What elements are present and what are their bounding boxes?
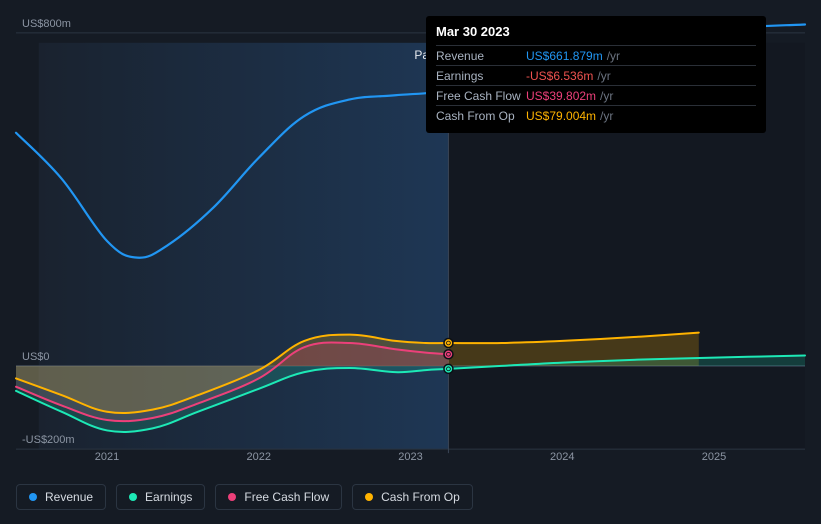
legend-swatch-icon — [29, 493, 37, 501]
tooltip-row-unit: /yr — [600, 89, 613, 103]
legend-item-label: Earnings — [145, 490, 192, 504]
x-axis-label: 2024 — [550, 451, 574, 463]
tooltip-row: RevenueUS$661.879m/yr — [436, 45, 756, 65]
legend-item-cash_from_op[interactable]: Cash From Op — [352, 484, 473, 510]
series-marker-free_cash_flow — [444, 350, 453, 359]
legend-item-earnings[interactable]: Earnings — [116, 484, 205, 510]
tooltip-row-label: Cash From Op — [436, 109, 526, 123]
tooltip-row-value: US$661.879m — [526, 49, 603, 63]
legend-item-label: Revenue — [45, 490, 93, 504]
x-axis-label: 2023 — [398, 451, 422, 463]
series-marker-earnings — [444, 364, 453, 373]
tooltip-row: Free Cash FlowUS$39.802m/yr — [436, 85, 756, 105]
legend-swatch-icon — [228, 493, 236, 501]
legend-item-label: Free Cash Flow — [244, 490, 329, 504]
legend-swatch-icon — [129, 493, 137, 501]
x-axis-label: 2021 — [95, 451, 119, 463]
chart-tooltip: Mar 30 2023 RevenueUS$661.879m/yrEarning… — [426, 16, 766, 133]
tooltip-row: Earnings-US$6.536m/yr — [436, 65, 756, 85]
tooltip-row-label: Free Cash Flow — [436, 89, 526, 103]
x-axis-label: 2025 — [702, 451, 726, 463]
chart-legend: Revenue Earnings Free Cash Flow Cash From O… — [16, 484, 473, 510]
tooltip-row-unit: /yr — [600, 109, 613, 123]
series-marker-cash_from_op — [444, 339, 453, 348]
tooltip-date: Mar 30 2023 — [436, 24, 756, 39]
legend-swatch-icon — [365, 493, 373, 501]
y-axis-label: US$0 — [22, 351, 50, 363]
tooltip-row: Cash From OpUS$79.004m/yr — [436, 105, 756, 125]
tooltip-row-value: US$39.802m — [526, 89, 596, 103]
legend-item-free_cash_flow[interactable]: Free Cash Flow — [215, 484, 342, 510]
y-axis-label: -US$200m — [22, 434, 75, 446]
x-axis-label: 2022 — [247, 451, 271, 463]
legend-item-revenue[interactable]: Revenue — [16, 484, 106, 510]
tooltip-row-label: Earnings — [436, 69, 526, 83]
tooltip-row-label: Revenue — [436, 49, 526, 63]
y-axis-label: US$800m — [22, 18, 71, 30]
tooltip-row-value: -US$6.536m — [526, 69, 593, 83]
tooltip-row-value: US$79.004m — [526, 109, 596, 123]
tooltip-row-unit: /yr — [607, 49, 620, 63]
tooltip-row-unit: /yr — [597, 69, 610, 83]
legend-item-label: Cash From Op — [381, 490, 460, 504]
